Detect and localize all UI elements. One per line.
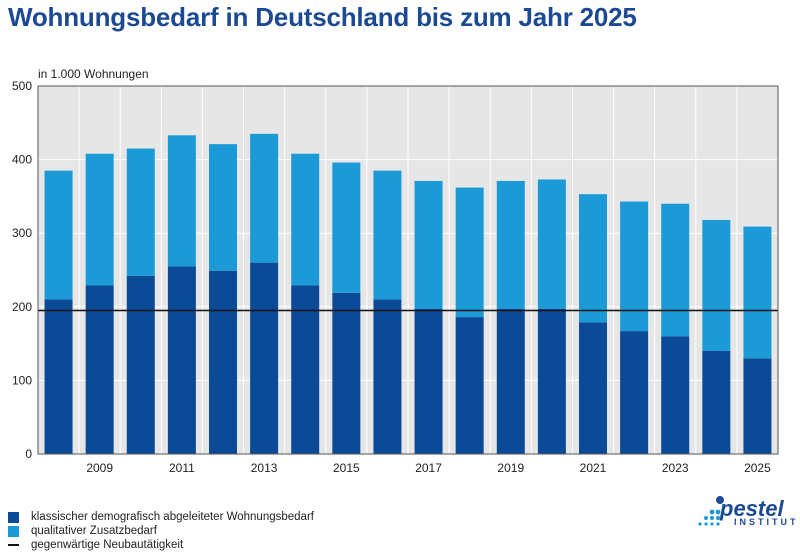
y-tick-label: 200: [12, 300, 32, 314]
bar-qualitative-2023: [661, 203, 690, 337]
bar-qualitative-2020: [537, 179, 566, 310]
y-tick-label: 400: [12, 153, 32, 167]
x-tick-label: 2017: [415, 461, 442, 475]
logo-dots-icon: [698, 496, 724, 526]
bar-qualitative-2021: [579, 194, 607, 323]
logo-subtitle: INSTITUT: [734, 517, 799, 527]
bar-classic-2012: [209, 270, 237, 454]
bar-qualitative-2015: [332, 162, 361, 293]
bar-qualitative-2012: [209, 144, 237, 271]
bar-classic-2009: [85, 285, 114, 454]
plot-frame: [37, 85, 779, 455]
y-tick-label: 300: [12, 226, 32, 240]
x-tick-label: 2019: [497, 461, 524, 475]
legend-swatch-reference-line: [8, 544, 19, 546]
x-tick-label: 2013: [251, 461, 278, 475]
bar-qualitative-2024: [702, 219, 731, 351]
y-tick-label: 100: [12, 373, 32, 387]
legend-item-qualitative: qualitativer Zusatzbedarf: [8, 524, 314, 538]
bar-qualitative-2022: [620, 201, 649, 332]
x-tick-label: 2025: [744, 461, 771, 475]
bar-classic-2021: [579, 322, 607, 454]
pestel-institut-logo: pestel INSTITUT: [690, 494, 796, 530]
legend-item-reference: gegenwärtige Neubautätigkeit: [8, 538, 314, 552]
bar-qualitative-2010: [126, 148, 155, 276]
bar-classic-2022: [620, 331, 649, 454]
bar-qualitative-2014: [291, 153, 320, 286]
x-tick-label: 2015: [333, 461, 360, 475]
bar-classic-2018: [455, 317, 484, 454]
bar-classic-2016: [373, 299, 402, 454]
bar-classic-2023: [661, 336, 690, 454]
bar-classic-2025: [743, 358, 772, 454]
bar-classic-2024: [702, 350, 731, 454]
bar-classic-2008: [44, 299, 73, 454]
bar-qualitative-2018: [455, 187, 484, 318]
y-tick-label: 0: [25, 447, 32, 461]
x-tick-label: 2023: [662, 461, 689, 475]
bar-classic-2014: [291, 285, 320, 454]
bar-classic-2011: [167, 266, 196, 454]
legend-item-classic: klassischer demografisch abgeleiteter Wo…: [8, 510, 314, 524]
legend-swatch-qualitative: [8, 525, 19, 537]
bar-classic-2013: [250, 262, 279, 454]
bar-qualitative-2025: [743, 226, 772, 359]
bar-classic-2019: [496, 309, 525, 454]
legend-swatch-classic: [8, 511, 19, 523]
logo-word: pestel: [720, 496, 784, 521]
chart-title: Wohnungsbedarf in Deutschland bis zum Ja…: [8, 2, 637, 32]
bar-classic-2017: [414, 309, 443, 454]
chart: 0 100 200 300 400 500 2009 2011 2013 2015 2017 201…: [12, 67, 779, 475]
legend-label-classic: klassischer demografisch abgeleiteter Wo…: [31, 511, 314, 523]
bar-qualitative-2017: [414, 180, 443, 310]
bar-qualitative-2009: [85, 153, 114, 286]
x-tick-label: 2011: [169, 461, 195, 475]
bar-qualitative-2016: [373, 170, 402, 300]
bar-qualitative-2011: [167, 135, 196, 267]
legend-label-qualitative: qualitativer Zusatzbedarf: [31, 525, 157, 537]
bar-classic-2015: [332, 292, 361, 454]
legend-label-reference: gegenwärtige Neubautätigkeit: [31, 539, 184, 551]
unit-label: in 1.000 Wohnungen: [38, 67, 149, 81]
legend: klassischer demografisch abgeleiteter Wo…: [8, 510, 314, 552]
x-tick-label: 2009: [86, 461, 113, 475]
y-tick-label: 500: [12, 79, 32, 93]
bar-qualitative-2019: [496, 180, 525, 310]
x-tick-label: 2021: [580, 461, 607, 475]
bar-qualitative-2008: [44, 170, 73, 300]
bar-classic-2010: [126, 275, 155, 454]
bar-classic-2020: [537, 309, 566, 454]
bar-qualitative-2013: [250, 133, 279, 263]
